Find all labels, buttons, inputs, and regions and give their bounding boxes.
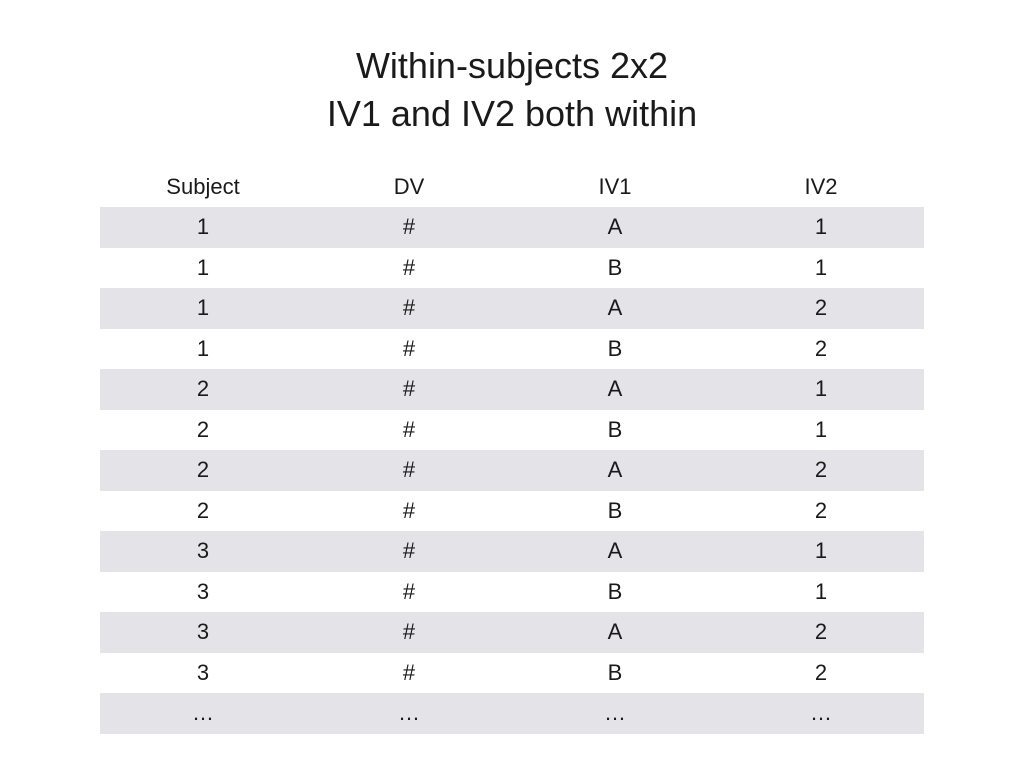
cell-iv2: 2 [814, 295, 828, 321]
data-table: Subject DV IV1 IV2 1 # A 1 1 # B 1 1 # A 2 1 # B 2 2 # A 1 2… [100, 167, 924, 734]
cell-subject: 3 [196, 619, 210, 645]
cell-subject: 2 [196, 416, 210, 442]
cell-subject: 2 [196, 497, 210, 523]
cell-subject: 3 [196, 659, 210, 685]
table-row: 2 # B 1 [100, 409, 924, 450]
cell-iv1: B [607, 254, 623, 280]
cell-iv2: 2 [814, 659, 828, 685]
cell-iv1: B [607, 416, 623, 442]
cell-subject: 3 [196, 578, 210, 604]
cell-subject: … [192, 700, 214, 726]
table-row: … … … … [100, 693, 924, 734]
table-row: 1 # B 2 [100, 328, 924, 369]
cell-dv: # [402, 659, 416, 685]
table-row: 2 # A 2 [100, 450, 924, 491]
cell-iv2: 1 [814, 416, 828, 442]
table-row: 3 # B 2 [100, 652, 924, 693]
cell-iv2: 1 [814, 538, 828, 564]
cell-iv2: 2 [814, 457, 828, 483]
cell-dv: # [402, 254, 416, 280]
cell-dv: # [402, 457, 416, 483]
cell-iv1: A [607, 214, 623, 240]
table-row: 2 # B 2 [100, 490, 924, 531]
cell-subject: 3 [196, 538, 210, 564]
cell-iv1: … [604, 700, 626, 726]
cell-iv2: 1 [814, 214, 828, 240]
table-row: 3 # A 2 [100, 612, 924, 653]
cell-dv: # [402, 295, 416, 321]
title-line-2: IV1 and IV2 both within [326, 93, 698, 134]
cell-iv2: 2 [814, 497, 828, 523]
cell-iv1: B [607, 659, 623, 685]
table-row: 1 # A 2 [100, 288, 924, 329]
title-line-1: Within-subjects 2x2 [355, 45, 669, 86]
cell-iv1: B [607, 497, 623, 523]
cell-subject: 1 [196, 335, 210, 361]
cell-iv2: 1 [814, 578, 828, 604]
cell-iv1: A [607, 538, 623, 564]
cell-iv1: A [607, 295, 623, 321]
cell-dv: # [402, 497, 416, 523]
cell-dv: # [402, 619, 416, 645]
header-iv1: IV1 [598, 174, 632, 199]
header-row: Subject DV IV1 IV2 [100, 167, 924, 207]
table-row: 2 # A 1 [100, 369, 924, 410]
cell-dv: # [402, 578, 416, 604]
cell-dv: # [402, 335, 416, 361]
header-subject: Subject [166, 174, 240, 199]
cell-iv1: A [607, 619, 623, 645]
cell-subject: 2 [196, 376, 210, 402]
cell-dv: # [402, 416, 416, 442]
cell-iv1: B [607, 578, 623, 604]
header-iv2: IV2 [804, 174, 838, 199]
slide-title: Within-subjects 2x2 IV1 and IV2 both wit… [0, 42, 1024, 138]
cell-iv1: A [607, 457, 623, 483]
cell-iv2: 1 [814, 254, 828, 280]
table-row: 1 # A 1 [100, 207, 924, 248]
cell-iv2: 1 [814, 376, 828, 402]
table-body: 1 # A 1 1 # B 1 1 # A 2 1 # B 2 2 # A 1 2 # B 1 2 # A 2 2 # B 2 3 # A 1 3 # B 1… [100, 207, 924, 734]
table-header: Subject DV IV1 IV2 [100, 167, 924, 207]
table-row: 3 # A 1 [100, 531, 924, 572]
header-dv: DV [393, 174, 425, 199]
cell-dv: # [402, 538, 416, 564]
cell-subject: 1 [196, 254, 210, 280]
cell-subject: 1 [196, 295, 210, 321]
cell-dv: # [402, 376, 416, 402]
cell-iv2: 2 [814, 619, 828, 645]
cell-iv1: A [607, 376, 623, 402]
cell-subject: 2 [196, 457, 210, 483]
cell-iv1: B [607, 335, 623, 361]
cell-dv: # [402, 214, 416, 240]
cell-iv2: … [810, 700, 832, 726]
table-row: 3 # B 1 [100, 571, 924, 612]
table-row: 1 # B 1 [100, 247, 924, 288]
cell-subject: 1 [196, 214, 210, 240]
cell-dv: … [398, 700, 420, 726]
cell-iv2: 2 [814, 335, 828, 361]
